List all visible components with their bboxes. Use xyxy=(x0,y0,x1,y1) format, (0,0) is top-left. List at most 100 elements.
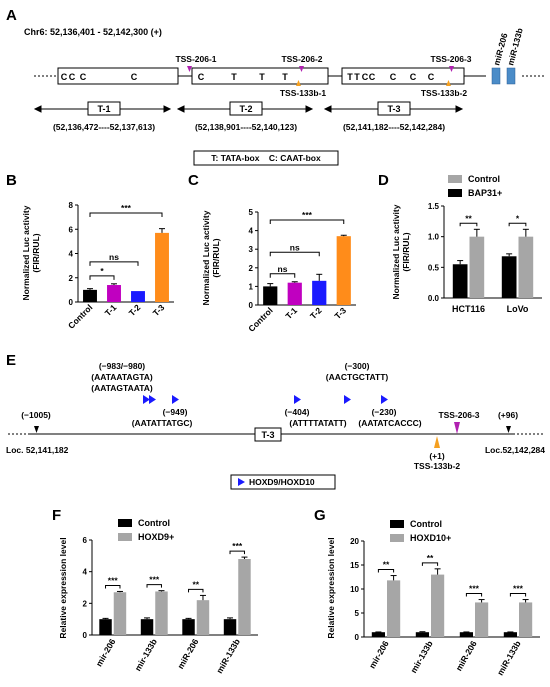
significance-label: ns xyxy=(109,252,119,262)
tss-133b-2-marker-icon xyxy=(446,80,451,86)
y-tick-label: 0 xyxy=(355,633,360,642)
legend-swatch xyxy=(390,520,404,528)
y-tick-label: 0.5 xyxy=(428,263,440,272)
y-axis-label: Relative expression level xyxy=(58,537,68,638)
y-tick-label: 2 xyxy=(69,274,74,283)
bar xyxy=(196,600,210,635)
x-tick-label: miR-206 xyxy=(175,637,200,671)
bar xyxy=(519,602,533,637)
tss-133b-2-position: (+1) xyxy=(429,451,445,461)
y-tick-label: 6 xyxy=(83,536,88,545)
bar xyxy=(503,632,517,637)
significance-label: ** xyxy=(192,579,199,589)
x-tick-label: T-3 xyxy=(332,305,348,321)
box1-letter: C xyxy=(80,72,87,82)
box3-letter: C xyxy=(410,72,417,82)
significance-label: ** xyxy=(383,560,390,570)
panel-letter: B xyxy=(6,172,17,189)
significance-label: *** xyxy=(232,541,243,551)
tss-133b-1-marker-icon xyxy=(296,80,301,86)
downstream-position-label: (+96) xyxy=(498,410,518,420)
significance-label: ns xyxy=(290,242,300,252)
tss-206-3-label: TSS-206-3 xyxy=(438,410,479,420)
x-tick-label: T-1 xyxy=(103,302,119,318)
y-axis-label: Relative expression level xyxy=(326,537,336,638)
upstream-position-label: (−1005) xyxy=(21,410,51,420)
mir-133b-gene-block xyxy=(506,67,516,85)
x-tick-label: miR-133b xyxy=(495,639,523,677)
box1-letter: C xyxy=(131,72,138,82)
significance-bracket xyxy=(89,212,163,217)
x-tick-label: T-2 xyxy=(127,302,143,318)
hoxd-site-icon xyxy=(143,395,150,404)
tss-206-2-label: TSS-206-2 xyxy=(281,54,322,64)
legend-swatch xyxy=(448,175,462,183)
y-axis-label-line: (FIR/RUL) xyxy=(211,238,221,277)
region-t3-coords: (52,141,182----52,142,284) xyxy=(343,122,445,132)
hoxd-site-legend-icon xyxy=(238,478,245,486)
arrowhead-icon xyxy=(455,105,464,113)
y-axis-label-line: Relative expression level xyxy=(58,537,68,638)
bar xyxy=(371,632,385,637)
legend-label: HOXD9+ xyxy=(138,532,174,542)
region-t3-label: T-3 xyxy=(261,430,274,440)
site1-sequence-b: (AATAGTAATA) xyxy=(91,383,153,393)
legend-swatch xyxy=(390,534,404,542)
bar xyxy=(459,632,473,637)
panel-letter: C xyxy=(188,172,199,189)
y-tick-label: 0.0 xyxy=(428,294,440,303)
legend-box xyxy=(193,150,339,166)
site1-position: (−983/−980) xyxy=(99,361,145,371)
significance-bracket xyxy=(89,261,139,266)
legend-text: HOXD9/HOXD10 xyxy=(249,477,315,487)
panel-e: E T-3 (−1005) (+96) Loc. 52,141,182 Loc.… xyxy=(6,352,545,490)
site5-position: (−230) xyxy=(372,407,397,417)
y-axis-label: Normalized Luc activity(FIR/RUL) xyxy=(21,205,41,300)
tss-206-1-label: TSS-206-1 xyxy=(175,54,216,64)
x-tick-label: mir-206 xyxy=(94,637,118,668)
significance-label: * xyxy=(516,213,520,223)
y-tick-label: 4 xyxy=(83,568,88,577)
bar xyxy=(469,236,485,298)
legend-label: HOXD10+ xyxy=(410,533,451,543)
significance-bracket xyxy=(459,222,478,227)
tss-206-3-marker-icon xyxy=(454,422,460,434)
y-axis-label: Normalized Luc activity(FIR/RUL) xyxy=(391,204,411,299)
box2-letter: T xyxy=(282,72,288,82)
significance-label: *** xyxy=(108,575,119,585)
significance-bracket xyxy=(508,222,527,227)
mir-206-gene-block xyxy=(491,67,501,85)
region-t3-box xyxy=(377,101,411,116)
tss-133b-2-marker-icon xyxy=(434,436,440,448)
site4-sequence: (AACTGCTATT) xyxy=(326,372,389,382)
bar xyxy=(223,619,237,635)
y-tick-label: 5 xyxy=(249,208,254,217)
legend-swatch xyxy=(118,533,132,541)
box3-letter: C xyxy=(428,72,435,82)
arrowhead-icon xyxy=(33,105,42,113)
x-tick-label: mir-206 xyxy=(367,639,391,670)
y-tick-label: 0 xyxy=(83,631,88,640)
y-axis-label-line: Normalized Luc activity xyxy=(21,205,31,300)
region-t1-box xyxy=(87,101,121,116)
box2-letter: T xyxy=(259,72,265,82)
box2-letter: C xyxy=(198,72,205,82)
x-tick-label: miR-133b xyxy=(214,637,242,675)
region-box-1 xyxy=(57,67,179,85)
bar xyxy=(475,602,489,637)
box3-letter: C xyxy=(369,72,376,82)
bar xyxy=(182,619,195,635)
tss-133b-1-label: TSS-133b-1 xyxy=(280,88,327,98)
hoxd-site-icon xyxy=(381,395,388,404)
y-tick-label: 1 xyxy=(249,282,254,291)
site5-sequence: (AATATCACCC) xyxy=(358,418,421,428)
y-axis-label-line: (FIR/RUL) xyxy=(31,233,41,272)
significance-label: ns xyxy=(278,264,288,274)
y-tick-label: 10 xyxy=(350,585,359,594)
tss-206-2-marker-icon xyxy=(299,66,304,72)
bar xyxy=(155,591,168,635)
significance-bracket xyxy=(269,273,296,278)
